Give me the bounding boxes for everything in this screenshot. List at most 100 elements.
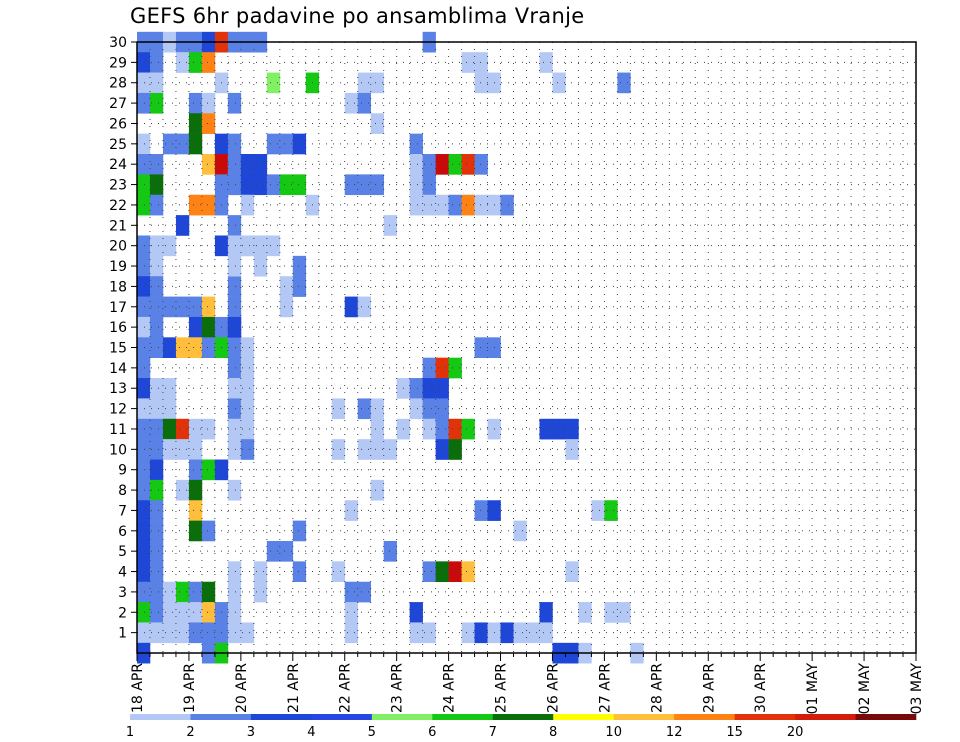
heatmap-cell	[137, 602, 151, 623]
heatmap-cell	[162, 398, 177, 420]
heatmap-cell	[227, 378, 242, 399]
heatmap-cell	[266, 133, 281, 155]
heatmap-cell	[474, 337, 488, 358]
heatmap-cell	[201, 581, 216, 603]
heatmap-cell	[344, 622, 359, 644]
heatmap-cell	[279, 133, 294, 155]
heatmap-cell	[409, 378, 423, 399]
heatmap-cell	[137, 276, 151, 297]
heatmap-cell	[162, 378, 177, 399]
heatmap-cell	[227, 316, 242, 338]
x-tick-label: 18 APR	[130, 663, 146, 713]
y-tick-label: 13	[109, 381, 127, 397]
y-tick-label: 4	[118, 565, 127, 581]
heatmap-cell	[149, 581, 164, 603]
heatmap-cell	[292, 174, 307, 196]
heatmap-cell	[175, 337, 190, 358]
heatmap-cell	[137, 479, 151, 501]
legend-label: 2	[186, 725, 194, 740]
heatmap-cell	[383, 540, 397, 562]
heatmap-cell	[435, 418, 449, 440]
legend-swatch	[734, 714, 796, 720]
heatmap-cell	[461, 52, 475, 73]
heatmap-cell	[448, 154, 462, 175]
heatmap-cell	[227, 398, 242, 420]
heatmap-cell	[474, 194, 488, 216]
heatmap-cell	[201, 92, 216, 114]
heatmap-cell	[227, 357, 242, 379]
heatmap-cell	[253, 561, 268, 583]
heatmap-cell	[266, 72, 281, 94]
y-tick-label: 3	[118, 585, 127, 601]
heatmap-cell	[149, 52, 164, 73]
heatmap-cell	[188, 113, 203, 134]
heatmap-cell	[175, 581, 190, 603]
y-axis: 1234567891011121314151617181920212223242…	[109, 35, 137, 642]
heatmap-cell	[617, 602, 631, 623]
heatmap-cell	[149, 459, 164, 481]
legend-swatch	[855, 714, 917, 720]
legend-swatch	[371, 714, 433, 720]
heatmap-cell	[137, 174, 151, 196]
y-tick-label: 23	[109, 178, 127, 194]
heatmap-cell	[149, 540, 164, 562]
heatmap-cell	[149, 174, 164, 196]
heatmap-cell	[137, 133, 151, 155]
heatmap-cell	[137, 235, 151, 257]
heatmap-cell	[240, 622, 255, 644]
y-tick-label: 28	[109, 76, 127, 92]
x-tick-label: 03 MAY	[909, 663, 925, 715]
x-axis: 18 APR 19 APR 20 APR 21 APR 22 APR 23 APR 24 A…	[130, 653, 925, 714]
y-tick-label: 8	[118, 483, 127, 499]
heatmap-cell	[201, 459, 216, 481]
heatmap-cell	[175, 418, 190, 440]
y-tick-label: 15	[109, 341, 127, 357]
heatmap-cell	[137, 500, 151, 521]
y-tick-label: 2	[118, 605, 127, 621]
heatmap-cell	[279, 174, 294, 196]
heatmap-cell	[604, 602, 618, 623]
heatmap-cell	[292, 255, 307, 277]
heatmap-cell	[137, 316, 151, 338]
heatmap-cell	[383, 215, 397, 236]
heatmap-cell	[149, 296, 164, 318]
heatmap-cell	[149, 194, 164, 216]
heatmap-cell	[227, 479, 242, 501]
heatmap-cell	[591, 500, 605, 521]
heatmap-cell	[240, 418, 255, 440]
heatmap-cell	[162, 602, 177, 623]
heatmap-cell	[175, 602, 190, 623]
legend-label: 4	[307, 725, 315, 740]
heatmap-cell	[292, 520, 307, 542]
heatmap-cell	[137, 418, 151, 440]
heatmap-cell	[188, 92, 203, 114]
y-tick-label: 11	[109, 422, 127, 438]
heatmap-cell	[474, 72, 488, 94]
heatmap-cell	[279, 296, 294, 318]
heatmap-cell	[188, 479, 203, 501]
heatmap-cell	[539, 622, 553, 644]
legend-swatch	[250, 714, 312, 720]
heatmap-cell	[422, 561, 436, 583]
x-tick-label: 30 APR	[753, 663, 769, 713]
x-tick-label: 22 APR	[338, 663, 354, 713]
heatmap-cell	[617, 72, 631, 94]
y-tick-label: 6	[118, 524, 127, 540]
heatmap-cell	[188, 622, 203, 644]
heatmap-cell	[149, 479, 164, 501]
heatmap-cell	[357, 296, 371, 318]
heatmap-cell	[227, 296, 242, 318]
heatmap-cell	[474, 154, 488, 175]
heatmap-cell	[370, 113, 384, 134]
heatmap-cell	[292, 561, 307, 583]
x-tick-label: 26 APR	[546, 663, 562, 713]
x-tick-label: 01 MAY	[805, 663, 821, 715]
heatmap-cell	[188, 418, 203, 440]
heatmap-cell	[474, 500, 488, 521]
heatmap-cell	[240, 398, 255, 420]
heatmap-cell	[188, 52, 203, 73]
legend-swatch	[613, 714, 675, 720]
heatmap-cell	[279, 540, 294, 562]
x-tick-label: 23 APR	[390, 663, 406, 713]
y-tick-label: 22	[109, 198, 127, 214]
